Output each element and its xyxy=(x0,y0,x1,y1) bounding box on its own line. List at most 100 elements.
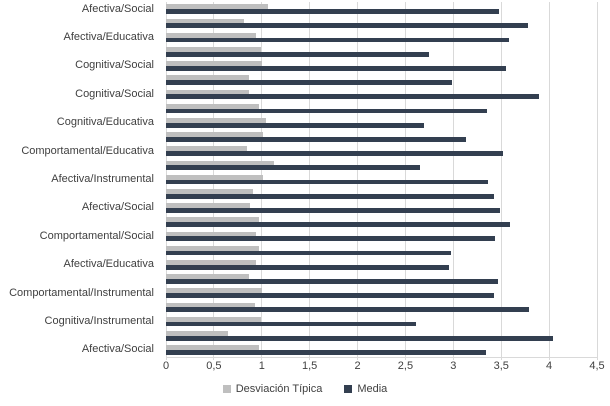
bar-media xyxy=(166,335,553,341)
bar-desviacion-tipica xyxy=(166,316,261,322)
bar-media xyxy=(166,321,416,327)
category-label: Comportamental/Educativa xyxy=(21,144,154,157)
legend-item-media: Media xyxy=(344,383,387,395)
category-label-empty xyxy=(0,300,160,314)
category-label-empty xyxy=(0,101,160,115)
bar-desviacion-tipica xyxy=(166,345,259,350)
legend-label-desviacion: Desviación Típica xyxy=(235,383,323,395)
bar-media xyxy=(166,122,424,128)
legend-item-desviacion-tipica: Desviación Típica xyxy=(222,383,323,395)
legend-swatch-desviacion-icon xyxy=(222,385,231,393)
bar-media xyxy=(166,222,510,227)
bar-media xyxy=(166,207,501,213)
bar-desviacion-tipica xyxy=(166,274,250,279)
x-tick-label: 3 xyxy=(450,360,457,372)
bar-media xyxy=(166,250,452,256)
bar-media xyxy=(166,236,496,242)
bar-media xyxy=(166,23,529,29)
bar-desviacion-tipica xyxy=(166,132,263,137)
chart-row xyxy=(166,229,597,243)
category-label: Cognitiva/Social xyxy=(75,59,154,72)
plot-area xyxy=(165,2,598,360)
x-tick-label: 3,5 xyxy=(493,360,509,372)
bar-media xyxy=(166,179,488,185)
x-tick-label: 0,5 xyxy=(206,360,222,372)
bar-rows xyxy=(166,2,597,357)
category-label: Comportamental/Instrumental xyxy=(9,286,154,299)
category-label: Comportamental/Social xyxy=(39,229,154,242)
category-label: Afectiva/Educativa xyxy=(63,258,155,271)
chart-row xyxy=(166,258,597,272)
chart-row xyxy=(166,187,597,201)
bar-media xyxy=(166,94,539,100)
bar-media xyxy=(166,108,487,114)
category-label: Afectiva/Social xyxy=(81,201,154,214)
bar-media xyxy=(166,278,499,284)
x-tick-label: 4 xyxy=(546,360,553,372)
bar-media xyxy=(166,293,494,298)
bar-desviacion-tipica xyxy=(166,4,268,10)
chart-row xyxy=(166,243,597,257)
category-label: Cognitiva/Educativa xyxy=(56,116,154,129)
bar-desviacion-tipica xyxy=(166,103,259,109)
chart-row xyxy=(166,201,597,215)
category-label: Afectiva/Instrumental xyxy=(51,173,154,186)
bar-desviacion-tipica xyxy=(166,46,261,52)
category-label-empty xyxy=(0,243,160,257)
bar-media xyxy=(166,165,420,171)
bar-media xyxy=(166,51,430,57)
x-tick-label: 1 xyxy=(258,360,265,372)
bar-media xyxy=(166,9,500,14)
bar-media xyxy=(166,65,506,71)
bar-desviacion-tipica xyxy=(166,18,244,24)
category-label: Afectiva/Social xyxy=(81,2,154,15)
bar-desviacion-tipica xyxy=(166,288,262,294)
bar-media xyxy=(166,151,504,156)
chart-row xyxy=(166,2,597,16)
category-label-empty xyxy=(0,215,160,229)
bar-desviacion-tipica xyxy=(166,160,275,166)
bar-desviacion-tipica xyxy=(166,330,229,336)
chart-row xyxy=(166,101,597,115)
chart-row xyxy=(166,30,597,44)
gridline xyxy=(548,2,550,360)
bar-desviacion-tipica xyxy=(166,75,250,81)
gridline xyxy=(500,2,502,360)
category-label: Afectiva/Social xyxy=(81,343,154,356)
chart-row xyxy=(166,314,597,328)
chart-row xyxy=(166,45,597,59)
bar-media xyxy=(166,136,466,142)
bar-desviacion-tipica xyxy=(166,188,254,194)
category-label-empty xyxy=(0,329,160,343)
bar-media xyxy=(166,349,486,355)
chart-row xyxy=(166,87,597,101)
bar-media xyxy=(166,264,449,270)
x-tick-label: 0 xyxy=(162,360,170,372)
chart-row xyxy=(166,73,597,87)
chart-row xyxy=(166,59,597,73)
bar-desviacion-tipica xyxy=(166,231,257,237)
category-label-empty xyxy=(0,73,160,87)
x-tick-label: 4,5 xyxy=(589,360,605,372)
category-label-empty xyxy=(0,187,160,201)
x-tick-label: 2,5 xyxy=(397,360,414,372)
legend: Desviación Típica Media xyxy=(0,381,610,397)
category-label: Afectiva/Educativa xyxy=(63,31,155,43)
bar-desviacion-tipica xyxy=(166,32,257,38)
chart-row xyxy=(166,172,597,186)
category-label: Cognitiva/Instrumental xyxy=(44,315,154,328)
chart-row xyxy=(166,300,597,314)
category-label-empty xyxy=(0,272,160,286)
category-label-empty xyxy=(0,158,160,172)
chart-row xyxy=(166,144,597,158)
gridline xyxy=(596,2,598,360)
bar-desviacion-tipica xyxy=(166,203,251,208)
bar-media xyxy=(166,37,509,43)
chart-row xyxy=(166,116,597,130)
x-tick-label: 2 xyxy=(354,360,361,372)
bar-desviacion-tipica xyxy=(166,259,257,265)
chart-row xyxy=(166,158,597,172)
bar-desviacion-tipica xyxy=(166,217,259,223)
bar-desviacion-tipica xyxy=(166,245,259,251)
